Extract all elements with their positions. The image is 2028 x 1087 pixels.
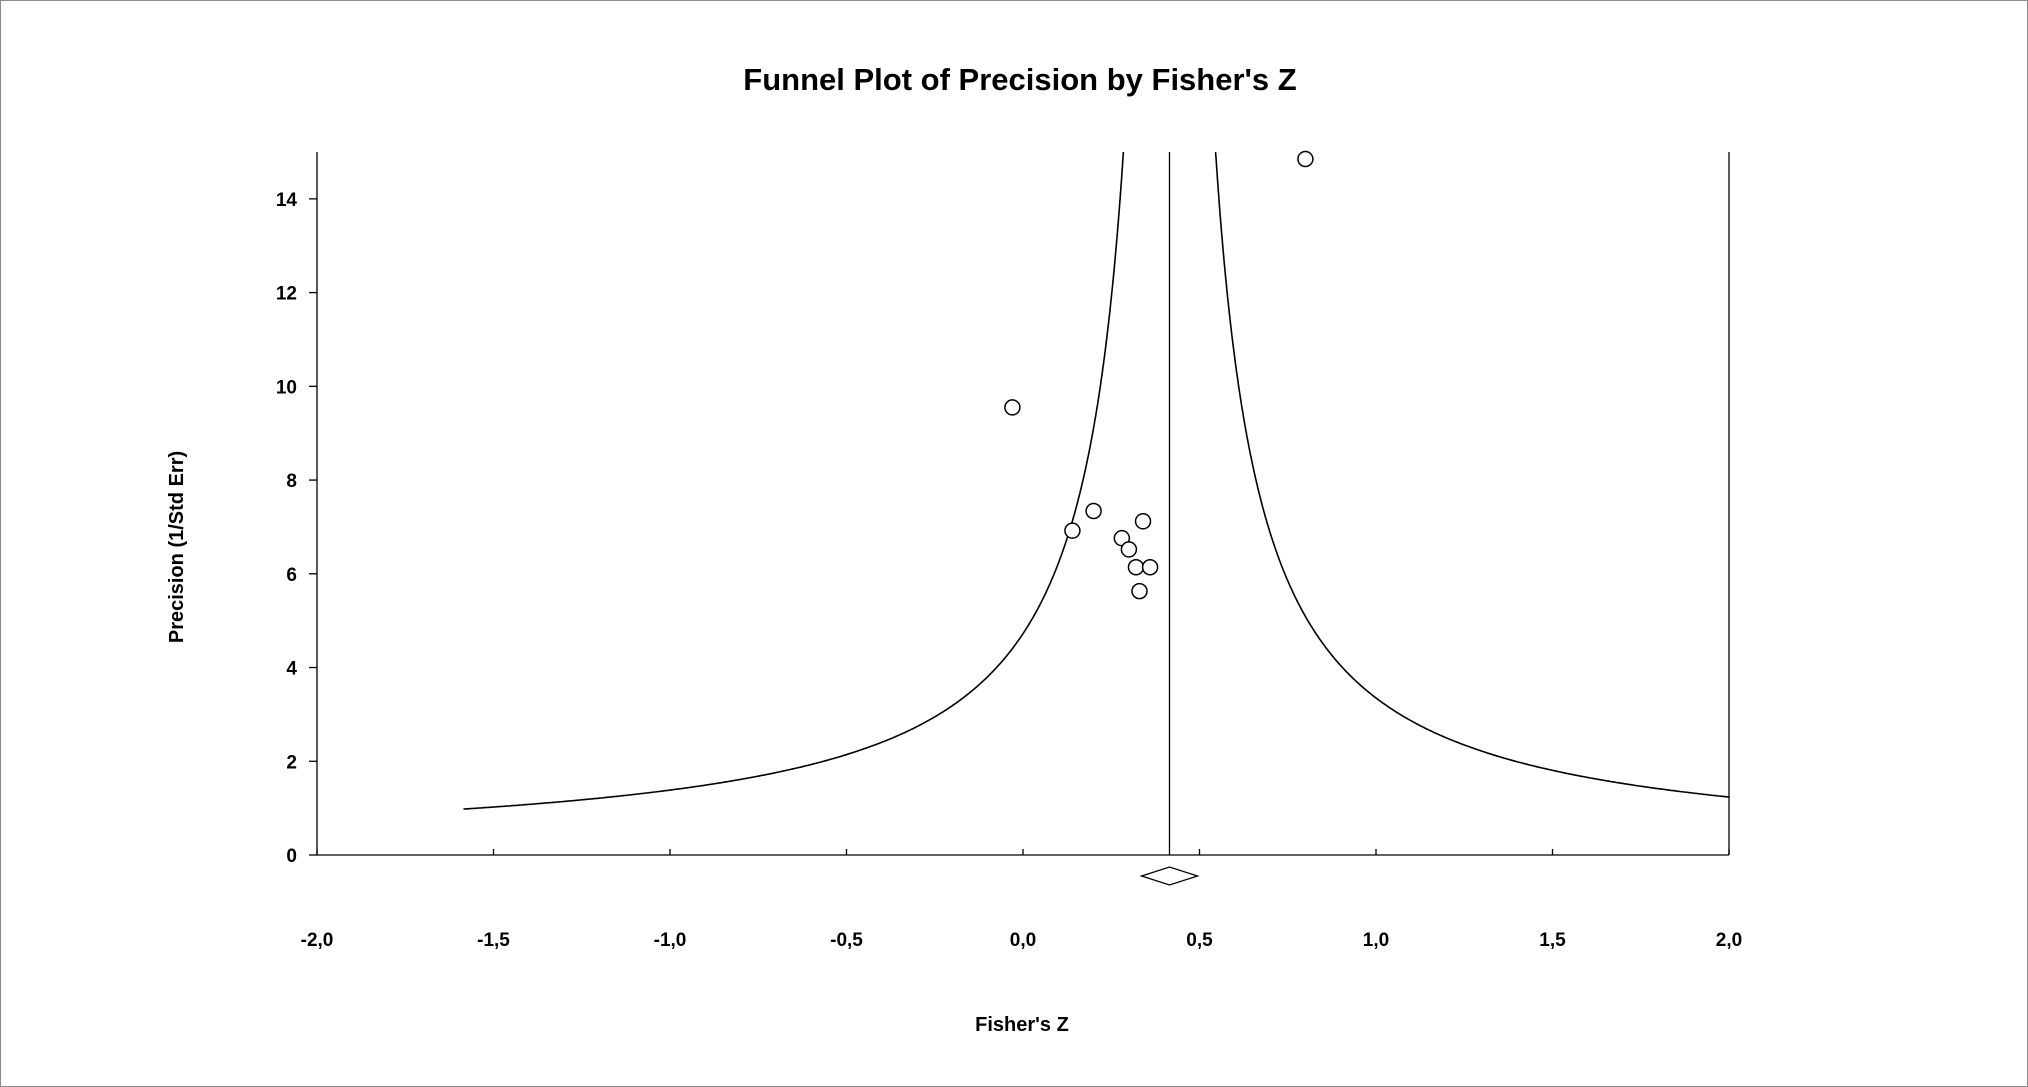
x-tick-label: -1,0: [654, 930, 687, 951]
study-point: [1134, 513, 1152, 530]
y-tick-label: 2: [286, 752, 297, 773]
x-tick-label: 1,5: [1539, 930, 1566, 951]
study-point: [1120, 541, 1138, 558]
study-point: [1141, 558, 1159, 576]
study-point: [1085, 502, 1102, 520]
y-tick-label: 6: [286, 565, 297, 586]
study-point: [1297, 150, 1314, 168]
x-tick-label: -1,5: [477, 930, 510, 951]
x-axis-title: Fisher's Z: [975, 1014, 1069, 1036]
x-tick-label: 0,5: [1186, 930, 1213, 951]
x-tick-label: 0,0: [1010, 930, 1036, 951]
data-points: [1004, 150, 1314, 600]
axes: -2,0 -1,5 -1,0 -0,5 0,0 0,5 1,0 1,5 2,0 0 2 4 6 8 10 12…: [276, 152, 1742, 951]
chart-title: Funnel Plot of Precision by Fisher's Z: [743, 62, 1296, 97]
study-point: [1131, 582, 1148, 600]
x-tick-label: 1,0: [1363, 930, 1389, 951]
study-point: [1064, 522, 1081, 539]
y-tick-label: 8: [286, 471, 297, 492]
y-tick-label: 4: [286, 659, 297, 680]
y-tick-label: 0: [286, 846, 297, 867]
x-tick-label: 2,0: [1716, 930, 1742, 951]
study-point: [1004, 399, 1021, 416]
x-tick-label: -2,0: [301, 930, 334, 951]
y-axis-title: Precision (1/Std Err): [166, 451, 188, 643]
y-tick-label: 14: [276, 190, 298, 211]
y-tick-label: 10: [276, 377, 297, 398]
y-tick-label: 12: [276, 284, 297, 305]
funnel-right-curve: [1214, 151, 1730, 798]
study-point: [1127, 558, 1145, 576]
funnel-lines: [463, 151, 1730, 886]
summary-diamond: [1139, 866, 1200, 886]
x-tick-label: -0,5: [830, 930, 863, 951]
funnel-left-curve: [463, 151, 1125, 810]
